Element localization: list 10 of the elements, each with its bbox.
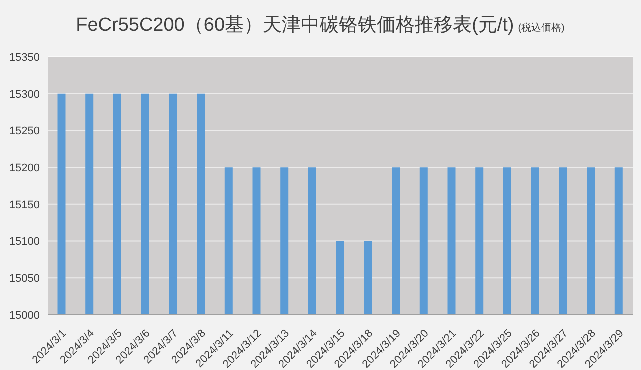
y-tick-label: 15200 (9, 162, 40, 174)
y-tick-label: 15350 (9, 52, 40, 64)
chart-title: FeCr55C200（60基）天津中碳铬铁価格推移表(元/t) (76, 15, 514, 36)
y-tick-label: 15150 (9, 199, 40, 212)
y-tick-label: 15000 (9, 310, 40, 322)
chart-subtitle: (税込価格) (518, 23, 565, 34)
y-tick-label: 15100 (9, 236, 40, 248)
y-tick-label: 15300 (9, 88, 40, 101)
y-tick-label: 15250 (9, 126, 40, 138)
y-tick-label: 15050 (9, 273, 40, 286)
